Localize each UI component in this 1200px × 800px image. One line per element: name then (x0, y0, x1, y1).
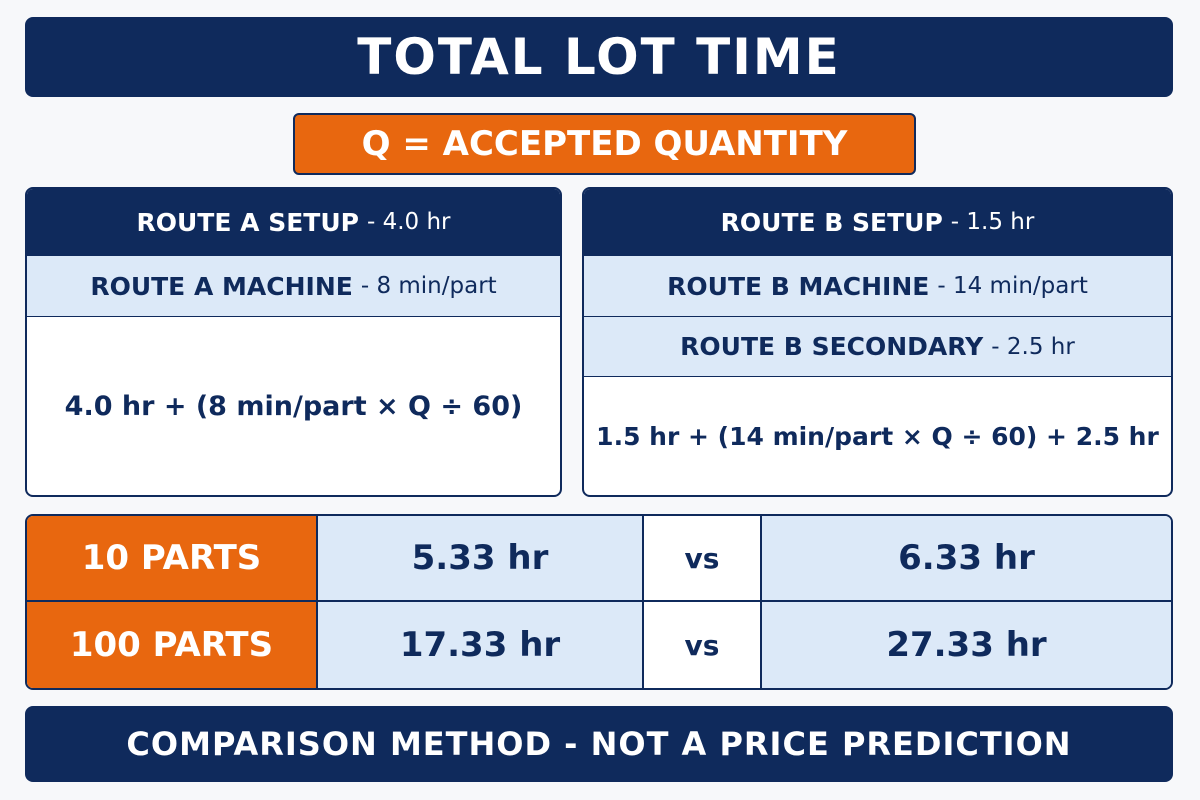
row-label: 100 PARTS (27, 602, 318, 688)
label: ROUTE A MACHINE (90, 271, 353, 301)
footer: COMPARISON METHOD - NOT A PRICE PREDICTI… (25, 706, 1173, 782)
label: ROUTE A SETUP (136, 207, 359, 237)
detail: - 8 min/part (360, 273, 497, 299)
route-b-value: 6.33 hr (762, 516, 1171, 602)
label: ROUTE B SETUP (720, 207, 943, 237)
detail: - 14 min/part (937, 273, 1088, 299)
detail: - 1.5 hr (950, 209, 1035, 235)
route-b-setup: ROUTE B SETUP - 1.5 hr (584, 189, 1171, 255)
route-b-formula: 1.5 hr + (14 min/part × Q ÷ 60) + 2.5 hr (596, 421, 1159, 451)
route-b-panel: ROUTE B SETUP - 1.5 hr ROUTE B MACHINE - 1… (582, 187, 1173, 497)
detail: - 2.5 hr (991, 333, 1075, 360)
vs-label: vs (644, 602, 762, 688)
route-a-setup: ROUTE A SETUP - 4.0 hr (27, 189, 560, 255)
row-label: 10 PARTS (27, 516, 318, 602)
detail: - 4.0 hr (366, 209, 451, 235)
route-a-formula: 4.0 hr + (8 min/part × Q ÷ 60) (64, 390, 523, 422)
route-a-panel: ROUTE A SETUP - 4.0 hr ROUTE A MACHINE - 8… (25, 187, 562, 497)
vs-label: vs (644, 516, 762, 602)
route-b-secondary: ROUTE B SECONDARY - 2.5 hr (584, 317, 1171, 377)
title: TOTAL LOT TIME (25, 17, 1173, 97)
route-b-machine: ROUTE B MACHINE - 14 min/part (584, 255, 1171, 317)
route-b-value: 27.33 hr (762, 602, 1171, 688)
label: ROUTE B MACHINE (667, 271, 930, 301)
route-a-value: 5.33 hr (318, 516, 644, 602)
route-a-value: 17.33 hr (318, 602, 644, 688)
route-a-machine: ROUTE A MACHINE - 8 min/part (27, 255, 560, 317)
comparison-table: 10 PARTS 5.33 hr vs 6.33 hr 100 PARTS 17.33 h… (25, 514, 1173, 690)
subtitle: Q = ACCEPTED QUANTITY (293, 113, 916, 175)
label: ROUTE B SECONDARY (680, 332, 984, 361)
